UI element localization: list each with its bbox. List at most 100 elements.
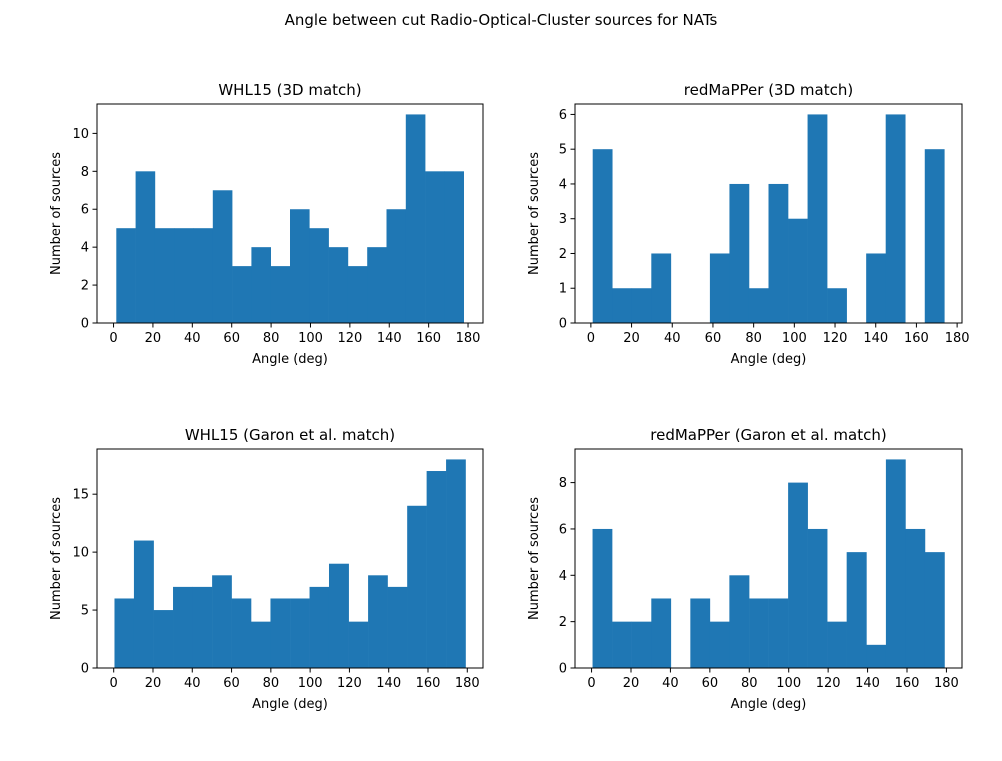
chart-title: redMaPPer (3D match)	[684, 81, 853, 99]
x-tick-label: 60	[702, 676, 719, 691]
axes-frame	[96, 448, 484, 669]
y-tick-label: 0	[81, 662, 89, 677]
y-tick-label: 1	[559, 282, 567, 297]
histogram-bar	[347, 266, 368, 323]
y-tick-label: 8	[559, 476, 567, 491]
histogram-bar	[827, 288, 847, 323]
histogram-bar	[116, 228, 136, 323]
y-tick-label: 2	[559, 615, 567, 630]
histogram-bar	[368, 575, 388, 668]
x-tick-label: 160	[416, 331, 441, 346]
axes-frame	[96, 103, 484, 324]
histogram-bar	[328, 247, 349, 323]
histogram-bar	[309, 228, 329, 323]
x-tick-label: 120	[337, 676, 362, 691]
histogram-bar	[232, 266, 252, 323]
histogram-bar	[387, 586, 408, 668]
x-tick-label: 0	[109, 331, 117, 346]
histogram-bar	[846, 552, 867, 668]
histogram-bar	[231, 598, 252, 668]
histogram-bar	[807, 114, 828, 323]
chart-3: 0 20 40 60 80 100 120 140 160 180 0 5 10 15 WHL15 (Gar…	[49, 426, 484, 712]
x-axis-label: Angle (deg)	[252, 352, 328, 367]
histogram-bar	[690, 598, 711, 668]
histogram-bar	[173, 586, 193, 668]
x-tick-label: 160	[895, 676, 920, 691]
histogram-bar	[153, 610, 174, 668]
histogram-bar	[133, 540, 154, 668]
y-tick-label: 6	[559, 108, 567, 123]
x-tick-label: 140	[376, 676, 401, 691]
y-tick-label: 6	[81, 203, 89, 218]
y-tick-label: 0	[559, 662, 567, 677]
x-tick-label: 140	[863, 331, 888, 346]
x-tick-label: 160	[904, 331, 929, 346]
histogram-bar	[651, 253, 672, 323]
histogram-bar	[709, 253, 730, 323]
histogram-bar	[592, 149, 613, 323]
histogram-bar	[309, 586, 330, 668]
histogram-bar	[612, 288, 633, 323]
y-tick-label: 2	[81, 279, 89, 294]
histogram-bar	[348, 621, 369, 668]
histogram-bar	[827, 621, 847, 668]
x-tick-label: 100	[782, 331, 807, 346]
x-axis-label: Angle (deg)	[731, 352, 807, 367]
y-tick-label: 0	[81, 317, 89, 332]
x-tick-label: 20	[623, 331, 640, 346]
histogram-bar	[174, 228, 194, 323]
x-tick-label: 0	[110, 676, 118, 691]
chart-title: WHL15 (3D match)	[218, 81, 361, 99]
histogram-bar	[251, 247, 271, 323]
y-axis-label: Number of sources	[527, 152, 542, 275]
x-tick-label: 140	[377, 331, 402, 346]
histogram-bar	[192, 586, 213, 668]
histogram-bar	[866, 253, 886, 323]
histogram-bar	[270, 266, 291, 323]
figure-suptitle: Angle between cut Radio-Optical-Cluster …	[284, 11, 718, 29]
histogram-bar	[788, 482, 808, 668]
x-tick-label: 40	[664, 331, 681, 346]
x-tick-label: 180	[456, 331, 481, 346]
histogram-bar	[768, 598, 789, 668]
x-tick-label: 120	[816, 676, 841, 691]
histogram-bar	[193, 228, 214, 323]
y-tick-label: 3	[559, 212, 567, 227]
histogram-bar	[212, 575, 232, 668]
histogram-bar	[446, 459, 466, 668]
x-tick-label: 100	[776, 676, 801, 691]
histogram-bar	[866, 644, 887, 668]
histogram-bar	[270, 598, 291, 668]
histogram-bar	[788, 218, 808, 323]
histogram-bar	[592, 528, 613, 668]
y-tick-label: 2	[559, 247, 567, 262]
histogram-bar	[328, 563, 349, 668]
histogram-bar	[425, 171, 445, 323]
x-tick-label: 40	[662, 676, 679, 691]
histogram-bar	[135, 171, 156, 323]
x-tick-label: 20	[623, 676, 640, 691]
chart-title: WHL15 (Garon et al. match)	[185, 426, 395, 444]
y-tick-label: 10	[72, 127, 89, 142]
histogram-bar	[405, 114, 426, 323]
x-tick-label: 0	[587, 676, 595, 691]
chart-1: 0 20 40 60 80 100 120 140 160 180 0 2 4 6 8 10 WHL15 (3D…	[49, 81, 484, 367]
chart-4: 0 20 40 60 80 100 120 140 160 180 0 2 4 6 8 redMaPPer (…	[527, 426, 963, 712]
histogram-bar	[612, 621, 632, 668]
histogram-bar	[154, 228, 175, 323]
x-tick-label: 60	[223, 331, 240, 346]
histogram-bar	[212, 190, 233, 323]
x-tick-label: 80	[741, 676, 758, 691]
x-tick-label: 60	[223, 676, 240, 691]
chart-2: 0 20 40 60 80 100 120 140 160 180 0 1 2 3 4 5 6 redMaPPer…	[527, 81, 970, 367]
y-axis-label: Number of sources	[527, 497, 542, 620]
x-tick-label: 120	[823, 331, 848, 346]
x-tick-label: 120	[337, 331, 362, 346]
axes-frame	[574, 448, 963, 669]
histogram-bar	[631, 621, 652, 668]
histogram-bar	[749, 598, 769, 668]
histogram-bar	[924, 149, 945, 323]
y-tick-label: 4	[559, 569, 567, 584]
x-tick-label: 60	[705, 331, 722, 346]
